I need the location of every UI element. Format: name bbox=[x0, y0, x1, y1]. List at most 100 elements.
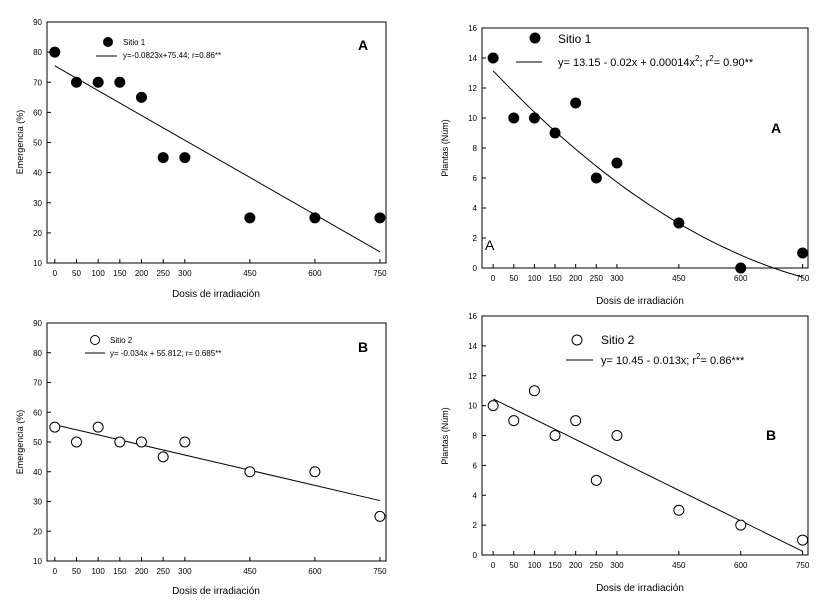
fit-label-tail: = 0.86*** bbox=[701, 355, 745, 367]
legend-label: Sitio 1 bbox=[558, 32, 592, 46]
y-tick-label: 10 bbox=[33, 557, 42, 566]
data-point bbox=[374, 212, 386, 224]
x-tick-label: 750 bbox=[796, 561, 810, 570]
data-points bbox=[487, 52, 809, 274]
x-tick-label: 300 bbox=[610, 274, 624, 283]
x-tick-label: 0 bbox=[53, 269, 58, 278]
panel-letter: A bbox=[358, 37, 368, 53]
data-point bbox=[114, 436, 126, 448]
legend-marker bbox=[571, 334, 583, 346]
x-tick-label: 450 bbox=[243, 269, 257, 278]
legend-marker bbox=[529, 32, 541, 44]
fit-label: y=-0.0823x+75.44; r=0.86** bbox=[123, 51, 221, 60]
fit-line bbox=[492, 398, 803, 552]
x-tick-label: 150 bbox=[113, 269, 127, 278]
data-point bbox=[735, 262, 747, 274]
panel-letter: B bbox=[766, 427, 776, 443]
x-tick-label: 50 bbox=[72, 567, 81, 576]
plot-frame bbox=[481, 315, 809, 556]
x-tick-label: 300 bbox=[178, 567, 192, 576]
data-point bbox=[487, 52, 499, 64]
y-tick-label: 30 bbox=[33, 498, 42, 507]
y-tick-label: 10 bbox=[33, 259, 42, 268]
axis-ticks: 0 50 100 150 200 250 300 450 600 750 10 20 30 40 50 60 7… bbox=[33, 319, 387, 576]
y-tick-label: 14 bbox=[468, 54, 477, 63]
x-tick-label: 150 bbox=[548, 561, 562, 570]
x-tick-label: 600 bbox=[308, 567, 322, 576]
axis-ticks: 0 50 100 150 200 250 300 450 600 750 0 2 4 6 8 10 12 14 16 bbox=[468, 24, 810, 283]
y-tick-label: 0 bbox=[473, 551, 478, 560]
plot-frame bbox=[46, 322, 387, 562]
x-axis-label: Dosis de irradiación bbox=[596, 583, 684, 594]
x-tick-label: 300 bbox=[178, 269, 192, 278]
x-tick-label: 100 bbox=[91, 567, 105, 576]
x-tick-label: 450 bbox=[672, 274, 686, 283]
y-tick-label: 90 bbox=[33, 319, 42, 328]
chart-emergencia-sitio2: 0 50 100 150 200 250 300 450 600 750 10 20 30 40 50 60 7… bbox=[15, 319, 387, 597]
y-tick-label: 10 bbox=[468, 402, 477, 411]
data-point bbox=[70, 436, 82, 448]
x-tick-label: 100 bbox=[528, 274, 542, 283]
legend-marker bbox=[103, 37, 113, 47]
y-tick-label: 12 bbox=[468, 84, 477, 93]
y-tick-label: 16 bbox=[468, 24, 477, 33]
data-points bbox=[49, 46, 386, 224]
y-tick-label: 60 bbox=[33, 408, 42, 417]
x-tick-label: 0 bbox=[53, 567, 58, 576]
x-tick-label: 450 bbox=[243, 567, 257, 576]
x-axis-label: Dosis de irradiación bbox=[596, 296, 684, 307]
y-tick-label: 8 bbox=[473, 144, 478, 153]
fit-label: y= 10.45 - 0.013x; r2= 0.86*** bbox=[601, 352, 745, 367]
y-tick-label: 6 bbox=[473, 174, 478, 183]
x-tick-label: 150 bbox=[548, 274, 562, 283]
y-tick-label: 8 bbox=[473, 432, 478, 441]
data-point bbox=[797, 534, 809, 546]
y-tick-label: 80 bbox=[33, 48, 42, 57]
fit-label-sup: 2 bbox=[695, 54, 700, 63]
data-point bbox=[136, 436, 148, 448]
fit-label-sup2: 2 bbox=[709, 54, 714, 63]
fit-curve bbox=[492, 70, 803, 278]
fit-label-sup: 2 bbox=[696, 352, 701, 361]
y-tick-label: 4 bbox=[473, 204, 478, 213]
y-tick-label: 2 bbox=[473, 521, 478, 530]
legend-marker bbox=[90, 335, 100, 345]
x-tick-label: 250 bbox=[156, 567, 170, 576]
fit-label: y= -0.034x + 55.812; r= 0.685** bbox=[110, 349, 221, 358]
data-point bbox=[374, 510, 386, 522]
fit-label-mid: ; r bbox=[699, 57, 709, 69]
data-points bbox=[487, 385, 809, 546]
x-tick-label: 250 bbox=[156, 269, 170, 278]
data-point bbox=[157, 451, 169, 463]
data-point bbox=[673, 217, 685, 229]
panel-letter: B bbox=[358, 339, 368, 355]
y-tick-label: 2 bbox=[473, 234, 478, 243]
x-tick-label: 600 bbox=[734, 274, 748, 283]
data-point bbox=[49, 421, 61, 433]
chart-plantas-sitio1: 0 50 100 150 200 250 300 450 600 750 0 2 4 6 8 10 12 14 16… bbox=[440, 24, 810, 307]
y-tick-label: 10 bbox=[468, 114, 477, 123]
fit-line bbox=[54, 65, 381, 253]
x-tick-label: 100 bbox=[528, 561, 542, 570]
y-tick-label: 50 bbox=[33, 438, 42, 447]
panel-letter: A bbox=[771, 120, 781, 136]
data-point bbox=[309, 212, 321, 224]
y-tick-label: 40 bbox=[33, 468, 42, 477]
y-tick-label: 16 bbox=[468, 312, 477, 321]
data-point bbox=[157, 152, 169, 164]
y-tick-label: 70 bbox=[33, 379, 42, 388]
x-tick-label: 0 bbox=[491, 561, 496, 570]
y-tick-label: 20 bbox=[33, 229, 42, 238]
x-tick-label: 200 bbox=[569, 274, 583, 283]
x-tick-label: 450 bbox=[672, 561, 686, 570]
data-point bbox=[549, 127, 561, 139]
data-point bbox=[549, 430, 561, 441]
x-tick-label: 200 bbox=[135, 567, 149, 576]
y-tick-label: 4 bbox=[473, 491, 478, 500]
y-tick-label: 12 bbox=[468, 372, 477, 381]
data-point bbox=[92, 76, 104, 88]
data-point bbox=[179, 152, 191, 164]
y-tick-label: 6 bbox=[473, 461, 478, 470]
x-tick-label: 250 bbox=[590, 561, 604, 570]
legend-label: Sitio 2 bbox=[601, 333, 635, 347]
